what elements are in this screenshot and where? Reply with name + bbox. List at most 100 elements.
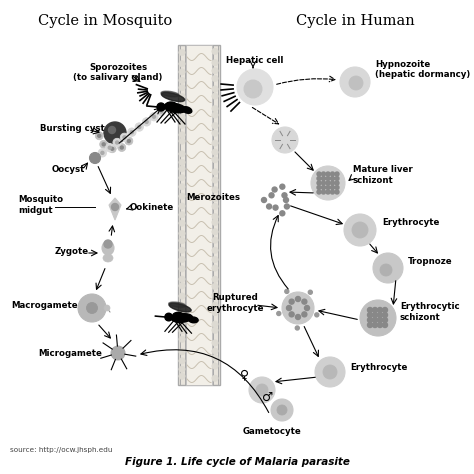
Circle shape	[330, 181, 335, 185]
Circle shape	[138, 126, 141, 128]
Text: Merozoites: Merozoites	[186, 193, 240, 202]
Circle shape	[282, 292, 314, 324]
Circle shape	[212, 292, 218, 298]
Circle shape	[128, 139, 130, 143]
Text: Hypnozoite
(hepatic dormancy): Hypnozoite (hepatic dormancy)	[375, 60, 470, 80]
Text: Oocyst: Oocyst	[51, 165, 85, 174]
Circle shape	[212, 375, 218, 382]
Circle shape	[157, 107, 165, 116]
Bar	[186, 45, 212, 385]
Text: Cycle in Human: Cycle in Human	[296, 14, 414, 28]
Text: ♀: ♀	[240, 368, 250, 382]
Circle shape	[212, 327, 218, 334]
Circle shape	[179, 283, 185, 289]
Circle shape	[179, 358, 185, 364]
Circle shape	[108, 146, 111, 149]
Circle shape	[212, 256, 218, 263]
Circle shape	[326, 172, 330, 176]
Circle shape	[277, 311, 281, 316]
Circle shape	[179, 265, 185, 272]
Ellipse shape	[102, 241, 114, 255]
Circle shape	[142, 118, 151, 126]
Circle shape	[271, 399, 293, 421]
Circle shape	[383, 312, 388, 318]
Circle shape	[113, 138, 121, 147]
Circle shape	[383, 308, 388, 312]
Circle shape	[283, 198, 289, 202]
Circle shape	[125, 137, 133, 145]
Circle shape	[383, 322, 388, 328]
Circle shape	[335, 181, 339, 185]
Text: Sporozoites
(to salivary gland): Sporozoites (to salivary gland)	[73, 63, 163, 82]
Circle shape	[212, 321, 218, 328]
Circle shape	[212, 140, 218, 146]
Text: Bursting cyst: Bursting cyst	[40, 124, 104, 133]
Circle shape	[212, 156, 218, 163]
Circle shape	[120, 133, 128, 142]
Circle shape	[262, 198, 266, 202]
Circle shape	[373, 312, 377, 318]
Circle shape	[101, 151, 104, 155]
Circle shape	[295, 326, 299, 330]
Ellipse shape	[172, 314, 192, 322]
Text: Mature liver
schizont: Mature liver schizont	[353, 165, 413, 185]
Circle shape	[179, 348, 185, 355]
Circle shape	[302, 312, 307, 317]
Text: Cycle in Mosquito: Cycle in Mosquito	[38, 14, 172, 28]
Circle shape	[273, 205, 278, 210]
Circle shape	[179, 309, 185, 315]
Circle shape	[212, 105, 218, 112]
Circle shape	[179, 203, 185, 210]
Text: ♂: ♂	[263, 391, 273, 403]
Circle shape	[280, 184, 285, 189]
Circle shape	[212, 355, 218, 361]
Text: source: http://ocw.jhsph.edu: source: http://ocw.jhsph.edu	[10, 447, 112, 453]
Circle shape	[102, 143, 105, 146]
Circle shape	[135, 123, 144, 131]
Circle shape	[157, 103, 165, 111]
Circle shape	[90, 153, 100, 164]
Circle shape	[377, 308, 383, 312]
Text: Hepatic cell: Hepatic cell	[226, 56, 283, 65]
Circle shape	[108, 145, 116, 153]
Ellipse shape	[161, 91, 179, 97]
Circle shape	[179, 193, 185, 200]
Circle shape	[295, 315, 301, 319]
Circle shape	[326, 176, 330, 181]
Circle shape	[128, 128, 136, 137]
Circle shape	[212, 219, 218, 226]
Circle shape	[212, 122, 218, 129]
Circle shape	[179, 84, 185, 91]
Circle shape	[179, 159, 185, 165]
Text: Gametocyte: Gametocyte	[243, 428, 301, 437]
Circle shape	[212, 169, 218, 175]
Circle shape	[285, 290, 289, 293]
Circle shape	[165, 313, 173, 321]
Circle shape	[311, 166, 345, 200]
Circle shape	[284, 204, 290, 209]
Circle shape	[321, 172, 326, 176]
Ellipse shape	[182, 107, 192, 113]
Circle shape	[179, 373, 185, 379]
Circle shape	[212, 60, 218, 66]
Polygon shape	[109, 198, 121, 220]
Circle shape	[317, 190, 321, 194]
Circle shape	[212, 195, 218, 202]
Circle shape	[377, 318, 383, 322]
Circle shape	[282, 193, 287, 198]
Circle shape	[352, 222, 368, 238]
Circle shape	[179, 69, 185, 75]
Ellipse shape	[169, 302, 186, 307]
Circle shape	[335, 185, 339, 190]
Circle shape	[330, 172, 335, 176]
Circle shape	[212, 48, 218, 55]
Bar	[178, 45, 220, 385]
Circle shape	[212, 340, 218, 346]
Circle shape	[266, 204, 272, 209]
Circle shape	[179, 230, 185, 237]
Circle shape	[326, 181, 330, 185]
Circle shape	[179, 151, 185, 157]
Circle shape	[326, 190, 330, 194]
Circle shape	[78, 294, 106, 322]
Circle shape	[145, 120, 148, 123]
